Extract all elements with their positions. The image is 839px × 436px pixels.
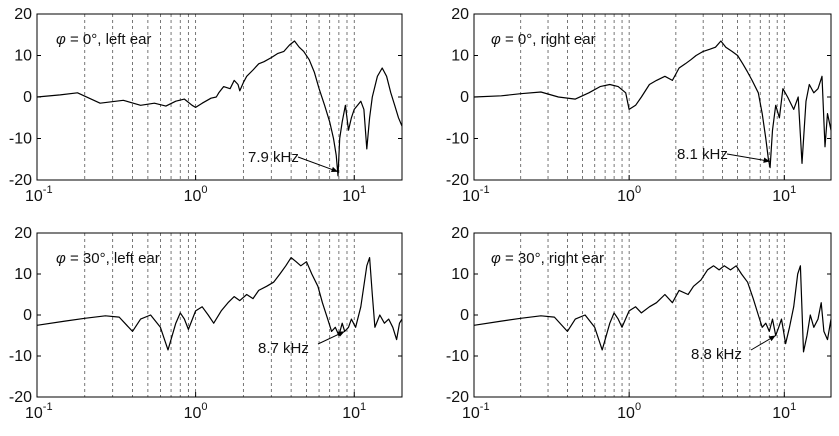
annotation-arrowhead: [763, 157, 771, 163]
x-tick-label: 101: [342, 184, 366, 205]
annotation-arrowhead: [337, 331, 345, 337]
y-tick-label: 20: [451, 225, 469, 242]
x-tick-label: 10-1: [25, 184, 53, 205]
annotation-label: 7.9 kHz: [248, 149, 299, 166]
x-tick-label: 100: [617, 184, 641, 205]
annotation-arrow: [297, 156, 339, 173]
series-line: [36, 40, 403, 177]
x-tick-label: 101: [772, 401, 796, 422]
phi-symbol: φ: [491, 250, 501, 267]
y-tick-label: 10: [14, 48, 32, 65]
x-tick-label: 101: [342, 401, 366, 422]
y-tick-label: 20: [14, 6, 32, 23]
y-tick-label: -20: [9, 389, 32, 406]
panel-label-text: = 0°, right ear: [501, 31, 596, 48]
x-tick-exponent: 0: [201, 184, 207, 196]
y-tick-label: 10: [451, 266, 469, 283]
y-tick-label: 0: [23, 307, 32, 324]
y-tick-label: -10: [9, 131, 32, 148]
panel-label: φ = 0°, left ear: [56, 31, 151, 48]
annotation-label: 8.1 kHz: [677, 146, 728, 163]
x-tick-exponent: 0: [635, 401, 641, 413]
x-tick-exponent: -1: [480, 184, 490, 196]
y-tick-label: 0: [460, 89, 469, 106]
x-tick-exponent: -1: [43, 184, 53, 196]
y-tick-label: -10: [446, 131, 469, 148]
x-tick-label: 101: [772, 184, 796, 205]
x-tick-exponent: 1: [790, 184, 796, 196]
panel-label-text: = 0°, left ear: [66, 31, 152, 48]
x-tick-label: 10-1: [25, 401, 53, 422]
x-tick-label: 100: [617, 401, 641, 422]
x-tick-exponent: 1: [790, 401, 796, 413]
phi-symbol: φ: [56, 250, 66, 267]
y-tick-label: -10: [446, 348, 469, 365]
annotation-arrow: [726, 153, 771, 162]
y-tick-label: 10: [14, 266, 32, 283]
x-tick-label: 100: [184, 184, 208, 205]
x-tick-exponent: 1: [360, 401, 366, 413]
y-tick-label: -10: [9, 348, 32, 365]
series-line: [473, 265, 832, 353]
y-tick-label: -20: [446, 172, 469, 189]
panel-label-text: = 30°, right ear: [501, 250, 604, 267]
x-tick-exponent: -1: [480, 401, 490, 413]
phi-symbol: φ: [56, 31, 66, 48]
panel-label: φ = 30°, left ear: [56, 250, 160, 267]
y-tick-label: 10: [451, 48, 469, 65]
panel-label: φ = 0°, right ear: [491, 31, 596, 48]
annotation-arrowhead: [768, 335, 776, 342]
x-tick-label: 100: [184, 401, 208, 422]
x-tick-label: 10-1: [462, 401, 490, 422]
y-tick-label: 0: [460, 307, 469, 324]
x-tick-exponent: 1: [360, 184, 366, 196]
y-tick-label: -20: [9, 172, 32, 189]
panel-label: φ = 30°, right ear: [491, 250, 604, 267]
x-tick-label: 10-1: [462, 184, 490, 205]
x-tick-exponent: 0: [635, 184, 641, 196]
panel-label-text: = 30°, left ear: [66, 250, 160, 267]
y-tick-label: 20: [14, 225, 32, 242]
annotation-label: 8.7 kHz: [258, 340, 309, 357]
series-line: [36, 257, 403, 351]
y-tick-label: -20: [446, 389, 469, 406]
series-line: [473, 40, 832, 169]
x-grid: [520, 14, 785, 180]
y-tick-label: 20: [451, 6, 469, 23]
phi-symbol: φ: [491, 31, 501, 48]
annotation-arrowhead: [331, 166, 339, 173]
annotation-label: 8.8 kHz: [691, 346, 742, 363]
x-tick-exponent: -1: [43, 401, 53, 413]
y-tick-label: 0: [23, 89, 32, 106]
x-tick-exponent: 0: [201, 401, 207, 413]
